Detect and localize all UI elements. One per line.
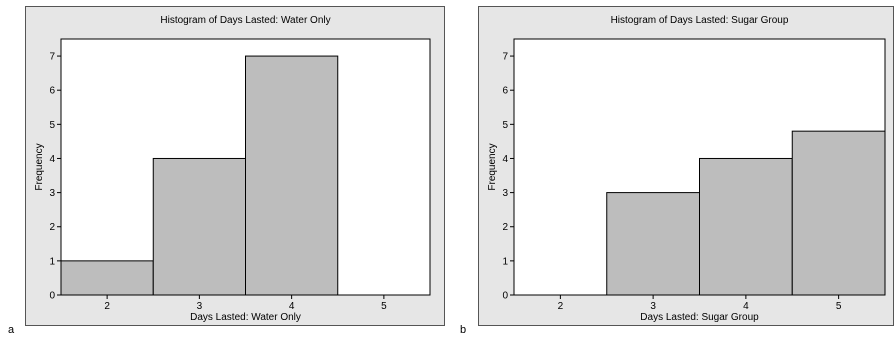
y-tick-label: 1	[49, 256, 55, 267]
x-tick-label: 5	[381, 301, 387, 312]
y-tick-label: 4	[502, 154, 508, 165]
panel-tag-b: b	[460, 324, 467, 336]
y-axis-label: Frequency	[487, 143, 498, 190]
y-tick-label: 2	[502, 222, 508, 233]
y-tick-label: 6	[502, 86, 508, 97]
x-axis-label: Days Lasted: Water Only	[190, 312, 301, 323]
histogram-bar	[791, 130, 886, 296]
y-tick-label: 2	[49, 222, 55, 233]
y-tick-label: 7	[49, 52, 55, 63]
x-tick-label: 4	[743, 301, 749, 312]
x-tick-label: 3	[197, 301, 203, 312]
x-tick-label: 5	[836, 301, 842, 312]
x-tick-label: 3	[650, 301, 656, 312]
chart-title: Histogram of Days Lasted: Water Only	[160, 15, 330, 26]
y-tick-label: 0	[49, 291, 55, 302]
y-tick-label: 6	[49, 86, 55, 97]
histogram-bar	[699, 157, 793, 296]
histogram-bar	[606, 192, 700, 296]
y-tick-label: 7	[502, 52, 508, 63]
x-tick-label: 2	[104, 301, 110, 312]
x-tick-label: 2	[558, 301, 564, 312]
histogram-bar	[60, 260, 154, 296]
histogram-sugar-group: Histogram of Days Lasted: Sugar Group 0 1 2…	[487, 15, 886, 323]
panel-tag-a: a	[8, 324, 15, 336]
histogram-panel-water-only: Histogram of Days Lasted: Water Only 0 1 2 3…	[25, 6, 445, 326]
y-tick-label: 1	[502, 256, 508, 267]
histogram-bar	[245, 55, 339, 296]
histogram-bar	[152, 157, 246, 296]
y-tick-label: 0	[502, 291, 508, 302]
y-tick-label: 5	[502, 120, 508, 131]
histogram-panel-sugar-group: Histogram of Days Lasted: Sugar Group 0 1 2…	[478, 6, 894, 326]
histogram-water-only: Histogram of Days Lasted: Water Only 0 1 2 3…	[34, 15, 431, 323]
y-tick-label: 4	[49, 154, 55, 165]
y-axis-label: Frequency	[34, 143, 45, 190]
y-tick-label: 3	[49, 188, 55, 199]
y-tick-label: 3	[502, 188, 508, 199]
x-tick-label: 4	[289, 301, 295, 312]
y-tick-label: 5	[49, 120, 55, 131]
chart-title: Histogram of Days Lasted: Sugar Group	[611, 15, 789, 26]
x-axis-label: Days Lasted: Sugar Group	[640, 312, 759, 323]
